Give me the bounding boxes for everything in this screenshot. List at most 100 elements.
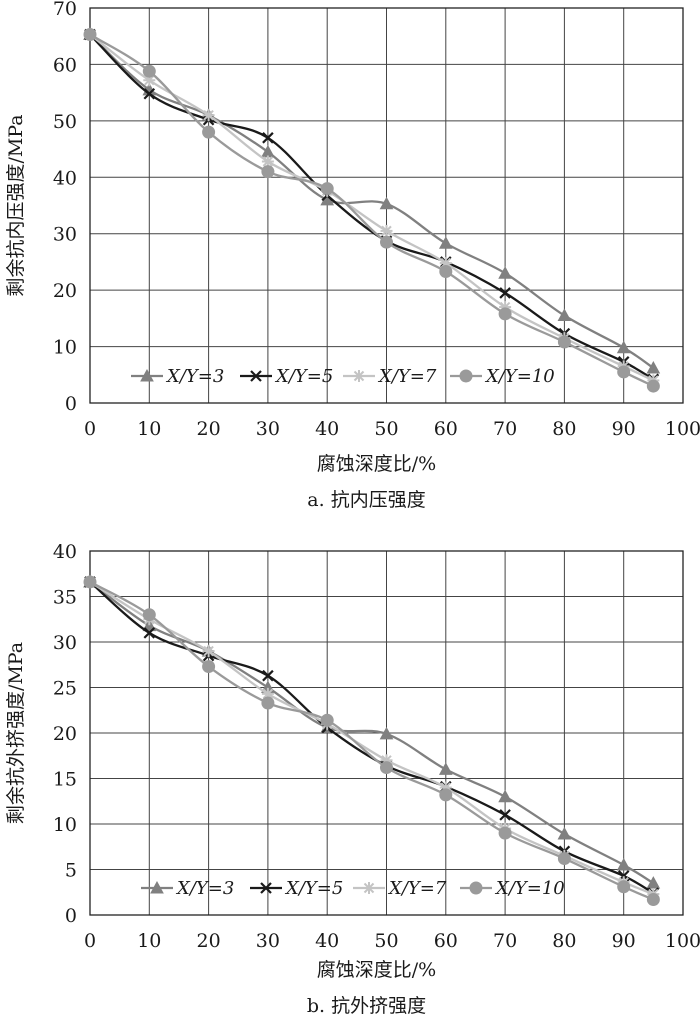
legend: X/Y=3 X/Y=5 X/Y=7 X/Y=10: [131, 366, 555, 387]
legend-marker: [150, 880, 164, 894]
series-2: [84, 576, 660, 899]
legend-marker: [459, 369, 473, 383]
data-point-x: [262, 132, 274, 144]
y-tick-label: 0: [65, 393, 77, 415]
data-point-triangle: [557, 826, 572, 840]
y-axis-title: 剩余抗内压强度/MPa: [5, 114, 27, 296]
x-tick-label: 10: [137, 418, 161, 440]
y-tick-label: 10: [53, 337, 77, 359]
data-point-triangle: [498, 789, 512, 803]
data-point-circle: [498, 307, 512, 321]
data-point-x-stroke-b: [143, 627, 156, 639]
data-point-triangle: [646, 360, 661, 374]
data-point-circle: [646, 379, 660, 393]
x-tick-label: 50: [374, 930, 398, 952]
legend-label: X/Y=3: [165, 366, 224, 387]
y-tick-label: 40: [53, 541, 77, 563]
y-tick-label: 40: [53, 167, 77, 189]
legend-label: X/Y=7: [387, 878, 447, 899]
data-point-circle: [439, 265, 453, 279]
x-tick-label: 40: [315, 418, 339, 440]
data-point-triangle: [616, 857, 631, 871]
chart-panel-a: 0 10 20 30 40 50 60 70 80 90 100 0 10 20 30 40 50 60 70 腐蚀深…: [5, 0, 700, 511]
series-4: [83, 28, 660, 393]
x-tick-label: 90: [612, 930, 636, 952]
legend: X/Y=3 X/Y=5 X/Y=7 X/Y=10: [141, 878, 565, 899]
legend-label: X/Y=5: [284, 878, 343, 899]
legend-label: X/Y=5: [274, 366, 333, 387]
x-tick-label: 30: [256, 930, 280, 952]
x-axis-title: 腐蚀深度比/%: [317, 453, 436, 475]
figure-caption: b. 抗外挤强度: [307, 995, 426, 1017]
series-line: [89, 33, 654, 388]
y-tick-label: 0: [65, 905, 77, 927]
y-tick-label: 30: [53, 224, 77, 246]
legend-item-4: X/Y=10: [450, 366, 555, 387]
legend-marker-stroke-b: [250, 370, 262, 382]
legend-item-1: X/Y=3: [141, 878, 234, 899]
x-tick-label: 80: [552, 418, 576, 440]
data-point-circle: [557, 852, 571, 866]
x-tick-label: 10: [137, 930, 161, 952]
data-point-x-stroke-b: [499, 809, 511, 821]
legend-label: X/Y=10: [494, 878, 565, 899]
data-point-x-stroke-b: [262, 669, 274, 682]
data-point-circle: [439, 788, 453, 802]
data-point-triangle: [379, 196, 394, 210]
y-tick-label: 20: [53, 280, 77, 302]
legend-item-2: X/Y=5: [250, 878, 343, 899]
y-axis-title: 剩余抗外挤强度/MPa: [5, 642, 27, 824]
x-tick-label: 100: [665, 930, 700, 952]
data-point-circle: [646, 893, 660, 907]
data-point-star: [380, 224, 393, 237]
y-tick-label: 15: [53, 769, 77, 791]
x-tick-label: 60: [434, 930, 458, 952]
series-4: [83, 575, 660, 907]
data-point-circle: [202, 125, 216, 139]
legend-item-1: X/Y=3: [131, 366, 224, 387]
data-point-circle: [142, 608, 156, 622]
chart-panel-b: 0 10 20 30 40 50 60 70 80 90 100 0 5 10 15 20 25 30 35 40 腐蚀…: [5, 541, 700, 1017]
legend-marker: [140, 368, 154, 382]
x-tick-label: 60: [434, 418, 458, 440]
y-tick-label: 5: [65, 860, 77, 882]
x-tick-label: 50: [374, 418, 398, 440]
y-tick-label: 25: [53, 678, 77, 700]
legend-item-3: X/Y=7: [353, 878, 447, 899]
y-tick-label: 70: [53, 0, 77, 20]
x-tick-label: 70: [493, 418, 517, 440]
data-point-triangle: [557, 308, 572, 322]
data-point-circle: [380, 761, 393, 775]
data-point-circle: [320, 182, 334, 196]
data-point-x: [143, 87, 156, 100]
legend-item-4: X/Y=10: [460, 878, 565, 899]
legend-marker: [363, 882, 375, 894]
series-1: [83, 27, 661, 374]
data-point-star: [202, 645, 215, 658]
legend-item-2: X/Y=5: [240, 366, 333, 387]
legend-marker: [469, 881, 483, 895]
data-point-circle: [83, 28, 97, 42]
data-point-triangle: [616, 340, 631, 354]
y-tick-label: 20: [53, 723, 77, 745]
data-point-circle: [557, 335, 571, 349]
x-tick-label: 0: [84, 418, 96, 440]
data-point-triangle: [438, 236, 453, 249]
data-point-x: [499, 809, 511, 821]
data-point-circle: [617, 880, 631, 894]
x-tick-label: 80: [552, 930, 576, 952]
legend-label: X/Y=7: [377, 366, 437, 387]
data-point-triangle: [646, 876, 661, 889]
data-point-x: [143, 627, 156, 639]
x-tick-label: 0: [84, 930, 96, 952]
x-tick-label: 100: [665, 418, 700, 440]
data-point-circle: [617, 365, 631, 379]
data-point-star: [261, 687, 274, 700]
plot-frame: [89, 550, 684, 916]
data-point-circle: [261, 696, 275, 710]
data-point-triangle: [498, 266, 512, 279]
series-line: [89, 33, 654, 381]
series-2: [84, 28, 660, 386]
y-tick-label: 50: [53, 111, 77, 133]
